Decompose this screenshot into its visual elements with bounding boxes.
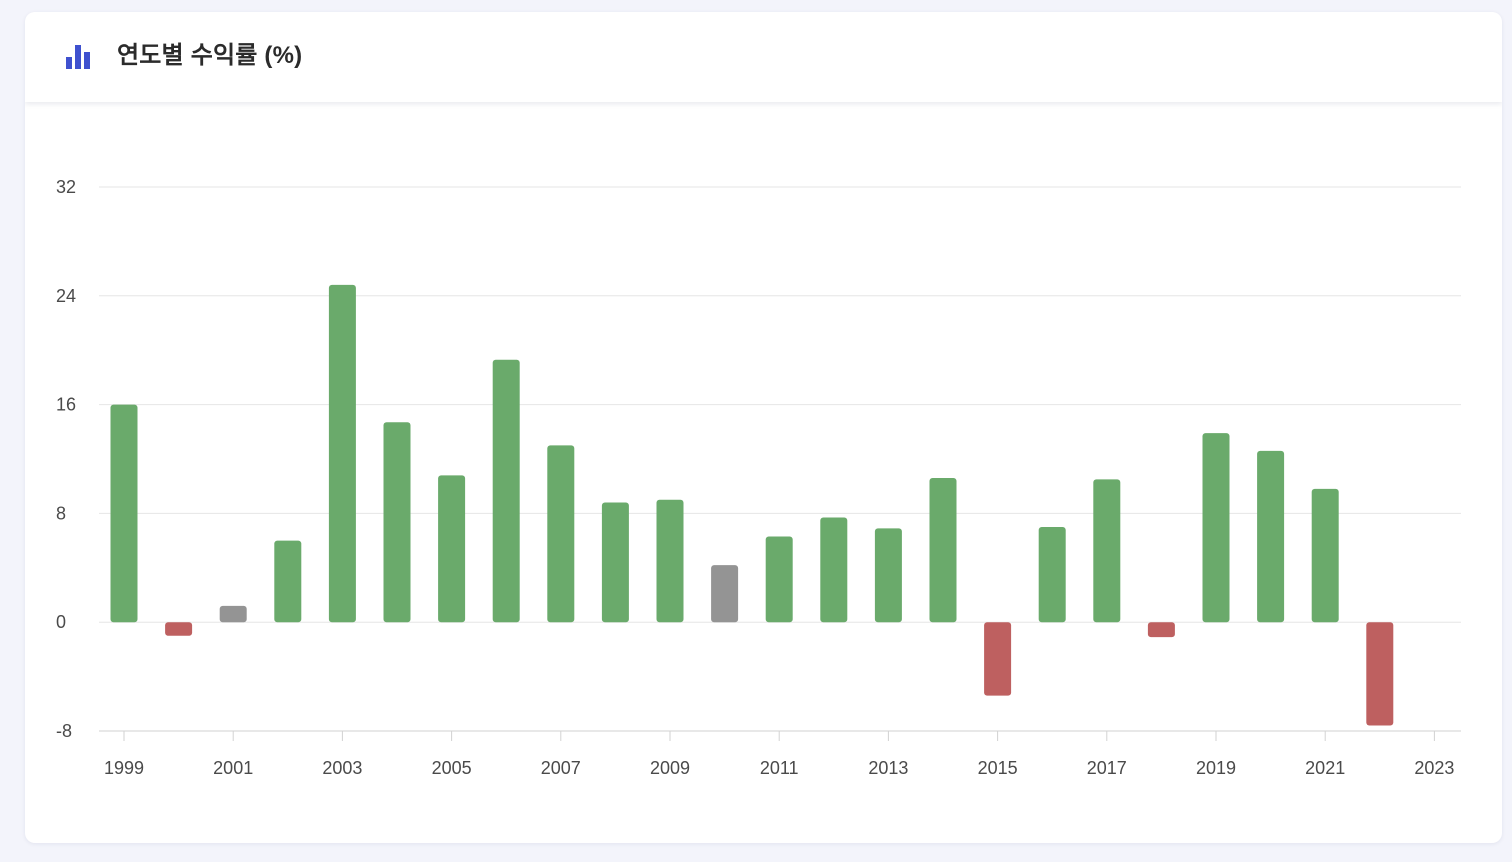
x-tick-label: 2017 [1087, 758, 1127, 778]
returns-card: 연도별 수익률 (%) 32 24 16 8 0 -8 1999 2001 2003 2005 2… [25, 12, 1502, 843]
card-title: 연도별 수익률 (%) [117, 42, 303, 69]
bar-2013 [874, 528, 902, 623]
bar-2017 [1093, 479, 1121, 623]
bar-2001 [219, 605, 247, 623]
y-tick-label: 0 [56, 612, 66, 632]
annual-returns-bar-chart: 32 24 16 8 0 -8 1999 2001 2003 2005 2007 2009 2011 2… [56, 177, 1461, 778]
x-tick-label: 2015 [978, 758, 1018, 778]
x-tick-label: 2009 [650, 758, 690, 778]
bar-2019 [1202, 433, 1230, 623]
bar-2003 [328, 284, 356, 623]
bar-2021 [1311, 488, 1339, 623]
y-tick-label: 16 [56, 395, 76, 415]
bar-2007 [547, 445, 575, 623]
bar-2011 [765, 536, 793, 623]
bar-2010 [711, 565, 739, 623]
bar-2006 [492, 359, 520, 623]
x-tick-label: 2007 [541, 758, 581, 778]
bar-chart-icon [66, 45, 90, 69]
bar-1999 [110, 404, 138, 623]
bar-2016 [1038, 527, 1066, 623]
bar-2008 [601, 502, 629, 623]
y-axis-tick-labels: 32 24 16 8 0 -8 [56, 177, 76, 741]
bar-2004 [383, 422, 411, 623]
bar-2005 [438, 475, 466, 623]
bar-2002 [274, 540, 302, 623]
bars [110, 284, 1394, 726]
y-tick-label: 32 [56, 177, 76, 197]
bar-2020 [1257, 450, 1285, 623]
x-tick-label: 2019 [1196, 758, 1236, 778]
bar-2000 [165, 622, 193, 636]
y-tick-label: 8 [56, 503, 66, 523]
x-tick-label: 2013 [868, 758, 908, 778]
x-tick-label: 2011 [760, 758, 799, 778]
x-tick-label: 2023 [1414, 758, 1454, 778]
card-header: 연도별 수익률 (%) [25, 12, 1502, 102]
x-axis [99, 730, 1461, 741]
y-tick-label: 24 [56, 286, 76, 306]
bar-2009 [656, 499, 684, 623]
x-axis-tick-labels: 1999 2001 2003 2005 2007 2009 2011 2013 2015 2017… [104, 758, 1454, 778]
x-tick-label: 2005 [432, 758, 472, 778]
x-tick-label: 1999 [104, 758, 144, 778]
bar-2012 [820, 517, 848, 623]
bar-2015 [984, 622, 1012, 696]
bar-2018 [1147, 622, 1175, 638]
bar-2022 [1366, 622, 1394, 726]
x-tick-label: 2001 [213, 758, 253, 778]
x-tick-label: 2003 [322, 758, 362, 778]
x-tick-label: 2021 [1305, 758, 1345, 778]
bar-2014 [929, 478, 957, 623]
y-tick-label: -8 [56, 721, 72, 741]
